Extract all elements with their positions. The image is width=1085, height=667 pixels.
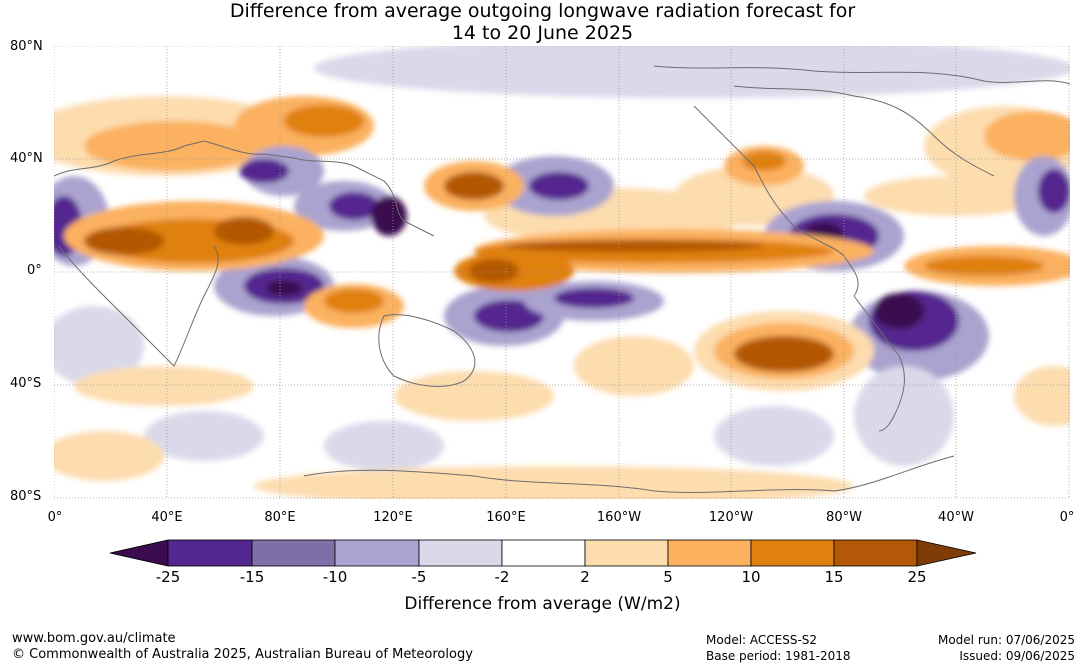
- map-title: Difference from average outgoing longwav…: [0, 0, 1085, 44]
- footer-issued: Issued: 09/06/2025: [959, 649, 1075, 663]
- lon-label-160e: 160°E: [486, 510, 526, 525]
- coastlines: [54, 65, 1070, 493]
- lat-label-80n: 80°N: [10, 39, 43, 54]
- lon-label-160w: 160°W: [596, 510, 642, 525]
- lon-label-40e: 40°E: [151, 510, 183, 525]
- colorbar-tick-label: -25: [155, 568, 181, 586]
- lon-label-40w: 40°W: [938, 510, 974, 525]
- lat-label-40s: 40°S: [10, 376, 42, 391]
- colorbar-swatch-2: [251, 539, 336, 567]
- footer-model-run: Model run: 07/06/2025: [937, 633, 1075, 647]
- footer-website: www.bom.gov.au/climate: [12, 631, 176, 646]
- olr-anomaly-map: [54, 46, 1070, 499]
- colorbar-tick-label: 25: [907, 568, 927, 586]
- colorbar-tick-label: 2: [580, 568, 590, 586]
- colorbar-tick-label: -2: [494, 568, 510, 586]
- lon-label-120e: 120°E: [373, 510, 413, 525]
- colorbar: [109, 539, 977, 567]
- lat-label-equator: 0°: [27, 263, 42, 278]
- colorbar-tick-label: -5: [411, 568, 427, 586]
- colorbar-swatch-6: [584, 539, 669, 567]
- colorbar-swatch-7: [667, 539, 752, 567]
- colorbar-tick-label: -15: [239, 568, 265, 586]
- colorbar-swatch-3: [334, 539, 420, 567]
- colorbar-tick-label: -10: [322, 568, 348, 586]
- lat-label-80s: 80°S: [10, 489, 42, 504]
- title-line-2: 14 to 20 June 2025: [451, 22, 634, 44]
- colorbar-tick-label: 5: [663, 568, 673, 586]
- graticule: [54, 46, 1070, 499]
- lon-label-80e: 80°E: [264, 510, 296, 525]
- footer-model: Model: ACCESS-S2: [706, 633, 818, 647]
- lon-label-0: 0°: [47, 510, 63, 525]
- colorbar-swatch-8: [750, 539, 835, 567]
- colorbar-max-arrow: [916, 539, 977, 567]
- colorbar-tick-label: 10: [741, 568, 761, 586]
- colorbar-min-arrow: [109, 539, 169, 567]
- colorbar-swatch-9: [833, 539, 918, 567]
- title-line-1: Difference from average outgoing longwav…: [229, 0, 856, 22]
- lon-label-80w: 80°W: [826, 510, 862, 525]
- colorbar-title: Difference from average (W/m2): [404, 594, 681, 614]
- colorbar-tick-label: 15: [824, 568, 844, 586]
- colorbar-swatch-4: [418, 539, 503, 567]
- footer-copyright: © Commonwealth of Australia 2025, Austra…: [12, 647, 473, 662]
- anomaly-shading: [54, 46, 1070, 499]
- footer-base-period: Base period: 1981-2018: [706, 649, 851, 663]
- lon-label-120w: 120°W: [708, 510, 754, 525]
- lat-label-40n: 40°N: [10, 151, 43, 166]
- colorbar-swatch-1: [167, 539, 253, 567]
- lon-label-360: 0°: [1059, 510, 1075, 525]
- colorbar-swatch-5: [501, 539, 586, 567]
